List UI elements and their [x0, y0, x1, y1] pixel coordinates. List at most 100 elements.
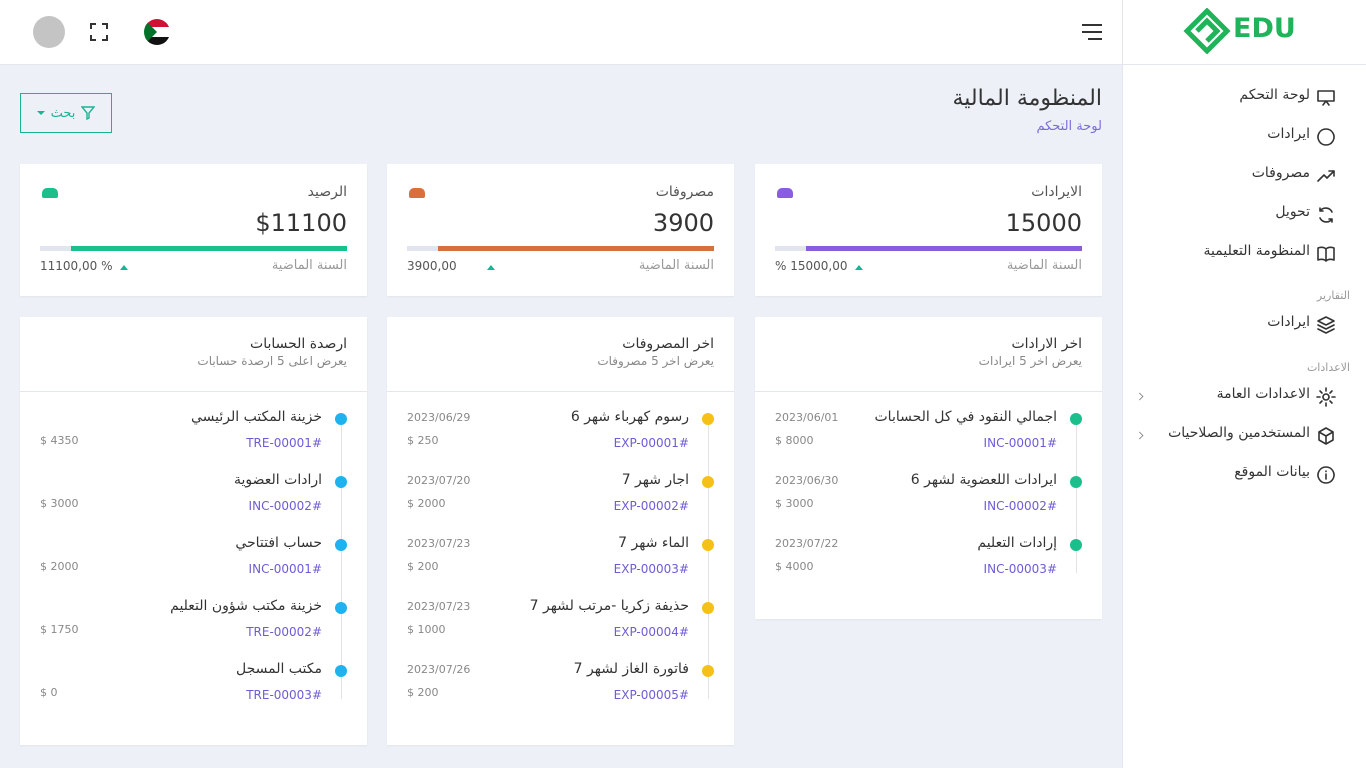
- stat-icon: [42, 188, 58, 198]
- item-date: 2023/07/23: [407, 537, 471, 550]
- item-date: 2023/06/29: [407, 411, 471, 424]
- menu-item[interactable]: المستخدمين والصلاحيات: [1168, 425, 1310, 441]
- section-heading: التقارير: [1316, 289, 1350, 302]
- item-date: 2023/07/22: [775, 537, 839, 550]
- menu-item[interactable]: ايرادات: [1267, 126, 1310, 142]
- fullscreen-button[interactable]: [90, 23, 108, 41]
- stat-label: الرصيد: [307, 184, 347, 200]
- menu-icon: [1317, 246, 1335, 262]
- menu-item[interactable]: مصروفات: [1251, 165, 1310, 181]
- item-title[interactable]: حذيفة زكريا -مرتب لشهر 7: [529, 598, 689, 614]
- item-code[interactable]: EXP-00004#: [613, 625, 689, 639]
- item-date: 2023/07/20: [407, 474, 471, 487]
- stat-icon: [409, 188, 425, 198]
- item-code[interactable]: INC-00003#: [983, 562, 1057, 576]
- item-title[interactable]: فاتورة الغاز لشهر 7: [573, 661, 689, 677]
- card-subtitle: يعرض اخر 5 ايرادات: [978, 354, 1082, 368]
- item-code[interactable]: EXP-00002#: [613, 499, 689, 513]
- item-code[interactable]: TRE-00001#: [246, 436, 322, 450]
- stat-value: $11100: [255, 209, 347, 237]
- item-amount: $ 3000: [775, 497, 814, 510]
- item-title[interactable]: خزينة المكتب الرئيسي: [190, 409, 322, 425]
- menu-icon: [1318, 427, 1334, 445]
- logo-icon: [1183, 8, 1231, 54]
- timeline-dot: [335, 476, 347, 488]
- card-title: اخر الارادات: [1011, 336, 1082, 352]
- logo[interactable]: EDU: [1123, 0, 1366, 65]
- trend-arrow: [120, 265, 128, 270]
- logo-text: EDU: [1233, 13, 1296, 44]
- item-code[interactable]: EXP-00003#: [613, 562, 689, 576]
- compare-label: السنة الماضية: [271, 258, 347, 273]
- item-title[interactable]: اجار شهر 7: [621, 472, 689, 488]
- item-code[interactable]: EXP-00001#: [613, 436, 689, 450]
- compare-label: السنة الماضية: [638, 258, 714, 273]
- timeline-dot: [335, 602, 347, 614]
- timeline-dot: [702, 413, 714, 425]
- compare-label: السنة الماضية: [1006, 258, 1082, 273]
- menu-toggle[interactable]: [1081, 22, 1103, 42]
- menu-item[interactable]: تحويل: [1275, 204, 1310, 220]
- menu-item[interactable]: المنظومة التعليمية: [1203, 243, 1310, 259]
- search-button[interactable]: بحث: [20, 93, 112, 133]
- compare-value: 11100,00 %: [40, 259, 113, 273]
- search-label: بحث: [50, 105, 76, 121]
- menu-item[interactable]: لوحة التحكم: [1239, 87, 1310, 103]
- avatar[interactable]: [33, 16, 65, 48]
- timeline-dot: [1070, 476, 1082, 488]
- menu-item[interactable]: ايرادات: [1267, 314, 1310, 330]
- menu-item[interactable]: الاعدادات العامة: [1216, 386, 1310, 402]
- filter-icon: [81, 106, 96, 120]
- item-code[interactable]: INC-00001#: [248, 562, 322, 576]
- item-title[interactable]: حساب افتتاحي: [235, 535, 322, 551]
- trend-arrow: [855, 265, 863, 270]
- item-date: 2023/07/23: [407, 600, 471, 613]
- item-code[interactable]: TRE-00003#: [246, 688, 322, 702]
- item-amount: $ 250: [407, 434, 439, 447]
- item-title[interactable]: مكتب المسجل: [235, 661, 322, 677]
- item-code[interactable]: INC-00002#: [248, 499, 322, 513]
- progress-bar: [775, 246, 1082, 251]
- item-amount: $ 3000: [40, 497, 79, 510]
- item-title[interactable]: إرادات التعليم: [977, 535, 1057, 551]
- caret-icon: [36, 111, 45, 115]
- sidebar: EDU لوحة التحكم ايرادات مصروفات تحويل المنظو…: [1122, 0, 1366, 768]
- item-amount: $ 200: [407, 686, 439, 699]
- menu-icon: [1316, 387, 1336, 407]
- card-subtitle: يعرض اخر 5 مصروفات: [597, 354, 714, 368]
- compare-value: 3900,00: [407, 259, 457, 273]
- item-date: 2023/06/30: [775, 474, 839, 487]
- item-title[interactable]: ايرادات اللعضوية لشهر 6: [910, 472, 1057, 488]
- breadcrumb[interactable]: لوحة التحكم: [1036, 119, 1102, 134]
- item-title[interactable]: الماء شهر 7: [618, 535, 689, 551]
- item-amount: $ 1000: [407, 623, 446, 636]
- top-bar: [0, 0, 1123, 65]
- item-amount: $ 200: [407, 560, 439, 573]
- item-title[interactable]: ارادات العضوية: [234, 472, 322, 488]
- progress-fill: [70, 246, 347, 251]
- list-card: اخر الارادات يعرض اخر 5 ايرادات اجمالي الن…: [755, 317, 1102, 619]
- card-title: ارصدة الحسابات: [250, 336, 347, 352]
- item-code[interactable]: TRE-00002#: [246, 625, 322, 639]
- item-title[interactable]: رسوم كهرباء شهر 6: [570, 409, 689, 425]
- item-title[interactable]: خزينة مكتب شؤون التعليم: [170, 598, 322, 614]
- item-amount: $ 1750: [40, 623, 79, 636]
- stat-card: الايرادات 15000 السنة الماضية % 15000,00: [755, 164, 1102, 296]
- item-code[interactable]: INC-00002#: [983, 499, 1057, 513]
- item-title[interactable]: اجمالي النقود في كل الحسابات: [874, 409, 1058, 425]
- stat-value: 3900: [652, 209, 714, 237]
- item-code[interactable]: EXP-00005#: [613, 688, 689, 702]
- timeline-dot: [1070, 413, 1082, 425]
- item-date: 2023/07/26: [407, 663, 471, 676]
- menu-icon: [1317, 466, 1335, 484]
- item-amount: $ 4350: [40, 434, 79, 447]
- language-flag[interactable]: [141, 16, 173, 48]
- timeline-dot: [702, 665, 714, 677]
- menu-item[interactable]: بيانات الموقع: [1234, 464, 1310, 480]
- submenu-chevron: [1135, 431, 1144, 440]
- item-amount: $ 8000: [775, 434, 814, 447]
- card-divider: [20, 391, 367, 392]
- item-code[interactable]: INC-00001#: [983, 436, 1057, 450]
- page-title: المنظومة المالية: [952, 86, 1102, 111]
- list-card: اخر المصروفات يعرض اخر 5 مصروفات رسوم كهرب…: [387, 317, 734, 745]
